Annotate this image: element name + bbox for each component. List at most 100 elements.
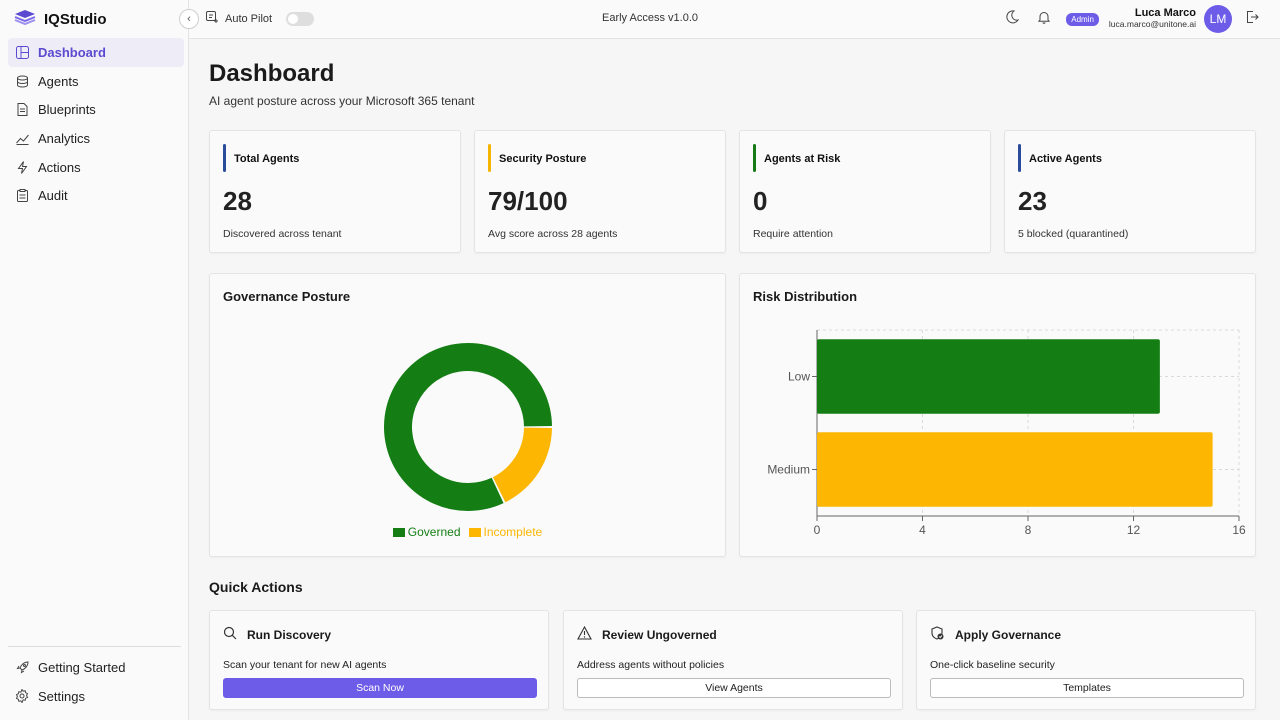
dashboard-icon (15, 45, 29, 59)
sidebar-item-actions[interactable]: Actions (8, 153, 184, 182)
quick-actions-title: Quick Actions (209, 579, 303, 595)
stat-subtext: 5 blocked (quarantined) (1018, 228, 1129, 240)
trend-icon (15, 131, 29, 145)
stat-value: 79/100 (488, 186, 568, 216)
topbar-actions: Admin Luca Marco luca.marco@unitone.ai L… (1002, 5, 1262, 33)
quick-action-description: Address agents without policies (577, 659, 725, 671)
stat-accent-bar (753, 144, 756, 172)
brand[interactable]: IQStudio (14, 8, 107, 30)
y-tick-label: Low (788, 370, 810, 384)
sidebar-item-audit[interactable]: Audit (8, 181, 184, 210)
sidebar-item-label: Analytics (38, 130, 91, 146)
sidebar-nav: Dashboard Agents Blueprints Analytics Ac… (8, 38, 184, 210)
autopilot-icon (205, 10, 219, 27)
sidebar: IQStudio Dashboard Agents Blueprints Ana… (0, 0, 189, 720)
bar-low[interactable] (817, 339, 1160, 414)
lightning-icon (15, 160, 29, 174)
risk-distribution-panel: Risk Distribution Low Medium 0 4 8 12 16 (739, 273, 1256, 557)
stat-subtext: Require attention (753, 228, 833, 240)
gear-icon (15, 689, 29, 704)
moon-icon (1005, 9, 1020, 29)
quick-action-title: Review Ungoverned (577, 625, 717, 643)
page-title: Dashboard (209, 60, 335, 87)
stat-accent-bar (1018, 144, 1021, 172)
x-tick-label: 16 (1232, 523, 1246, 537)
x-tick-label: 8 (1025, 523, 1032, 537)
page-subtitle: AI agent posture across your Microsoft 3… (209, 94, 475, 108)
stat-label: Active Agents (1029, 153, 1102, 165)
bell-icon (1037, 10, 1051, 29)
x-tick-label: 0 (814, 523, 821, 537)
version-label: Early Access v1.0.0 (602, 12, 698, 24)
quick-action-title: Apply Governance (930, 626, 1061, 644)
stat-label: Security Posture (499, 153, 587, 165)
app-name: IQStudio (44, 10, 107, 28)
sidebar-item-label: Getting Started (38, 659, 126, 675)
stat-card-total-agents: Total Agents 28 Discovered across tenant (209, 130, 461, 253)
templates-button[interactable]: Templates (930, 678, 1244, 698)
autopilot-toggle[interactable] (286, 11, 315, 26)
logout-button[interactable] (1242, 9, 1262, 29)
quick-action-title: Run Discovery (223, 626, 331, 643)
sidebar-item-label: Settings (38, 688, 85, 704)
document-icon (15, 103, 29, 117)
rocket-icon (15, 660, 29, 674)
sidebar-item-label: Agents (38, 73, 79, 89)
role-badge: Admin (1066, 12, 1099, 26)
sidebar-item-analytics[interactable]: Analytics (8, 124, 184, 153)
sidebar-item-label: Audit (38, 188, 68, 204)
panel-title: Governance Posture (223, 289, 351, 304)
scan-now-button[interactable]: Scan Now (223, 678, 537, 698)
sidebar-item-label: Dashboard (38, 44, 106, 60)
stat-label: Total Agents (234, 153, 300, 165)
stat-label: Agents at Risk (764, 153, 841, 165)
logout-icon (1245, 10, 1259, 29)
legend-item-governed[interactable]: Governed (392, 525, 461, 539)
sidebar-item-label: Actions (38, 159, 81, 175)
quick-action-apply-governance: Apply Governance One-click baseline secu… (916, 610, 1256, 710)
sidebar-divider (8, 646, 181, 647)
legend-swatch (392, 527, 405, 537)
stat-card-security-posture: Security Posture 79/100 Avg score across… (474, 130, 726, 253)
view-agents-button[interactable]: View Agents (577, 678, 891, 698)
legend-item-incomplete[interactable]: Incomplete (468, 525, 543, 539)
notifications-button[interactable] (1034, 9, 1054, 29)
user-email: luca.marco@unitone.ai (1108, 19, 1196, 29)
legend-label: Incomplete (483, 525, 543, 539)
user-info: Luca Marco luca.marco@unitone.ai (1109, 8, 1196, 30)
sidebar-item-agents[interactable]: Agents (8, 67, 184, 96)
panel-title: Risk Distribution (753, 289, 858, 304)
theme-toggle-button[interactable] (1002, 9, 1022, 29)
quick-action-description: One-click baseline security (930, 659, 1055, 671)
quick-action-description: Scan your tenant for new AI agents (223, 659, 387, 671)
stat-value: 23 (1018, 186, 1047, 216)
collapse-sidebar-button[interactable]: ‹ (179, 9, 199, 29)
y-tick-label: Medium (767, 463, 810, 477)
sidebar-item-blueprints[interactable]: Blueprints (8, 95, 184, 124)
clipboard-icon (15, 189, 29, 203)
x-tick-label: 4 (919, 523, 926, 537)
chevron-left-icon: ‹ (187, 13, 191, 25)
autopilot-label: Auto Pilot (225, 12, 273, 25)
x-tick-label: 12 (1127, 523, 1141, 537)
sidebar-item-getting-started[interactable]: Getting Started (8, 653, 184, 682)
donut-slice-governed[interactable] (384, 343, 552, 511)
sidebar-item-settings[interactable]: Settings (8, 682, 184, 711)
avatar[interactable]: LM (1204, 5, 1232, 33)
governance-donut-chart (384, 343, 552, 511)
user-name: Luca Marco (1134, 7, 1196, 19)
sidebar-item-dashboard[interactable]: Dashboard (8, 38, 184, 67)
stat-subtext: Discovered across tenant (223, 228, 342, 240)
agents-icon (15, 74, 29, 88)
stat-value: 28 (223, 186, 252, 216)
autopilot-control: Auto Pilot (205, 10, 315, 27)
donut-slice-incomplete[interactable] (492, 427, 552, 503)
stat-card-agents-at-risk: Agents at Risk 0 Require attention (739, 130, 991, 253)
search-icon (223, 626, 237, 643)
donut-legend: Governed Incomplete (210, 525, 725, 539)
quick-action-label: Run Discovery (247, 627, 332, 642)
stat-card-active-agents: Active Agents 23 5 blocked (quarantined) (1004, 130, 1256, 253)
layers-logo-icon (14, 9, 36, 30)
bar-medium[interactable] (817, 432, 1213, 507)
legend-label: Governed (407, 525, 461, 539)
